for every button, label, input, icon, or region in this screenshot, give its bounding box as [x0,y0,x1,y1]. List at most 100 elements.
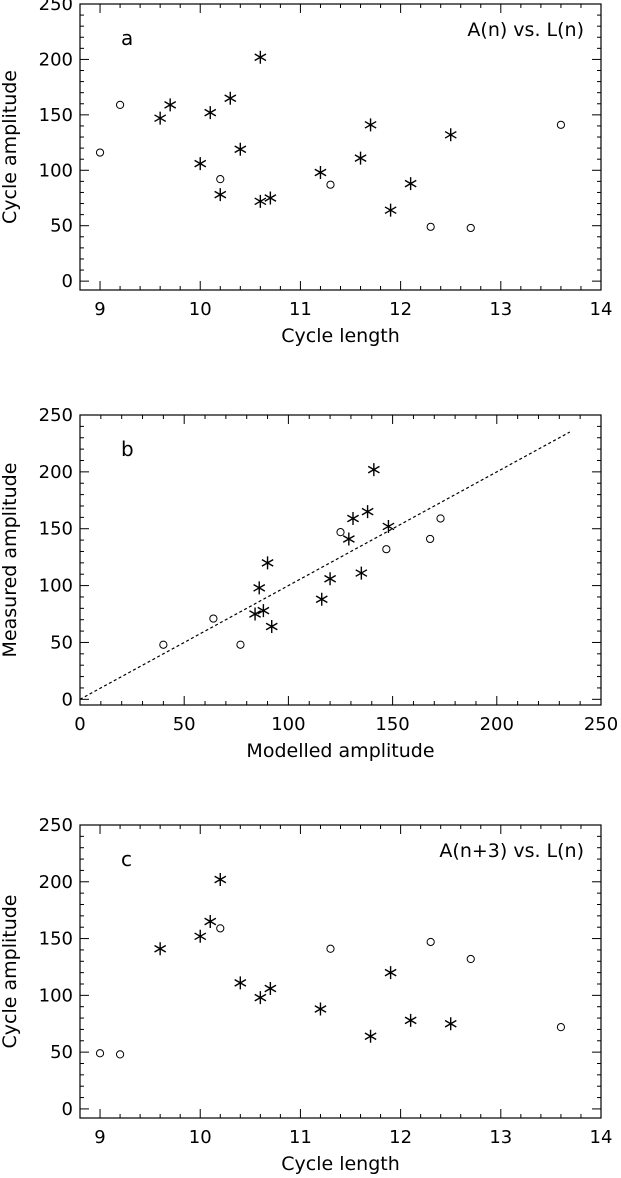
y-axis-title: Measured amplitude [0,463,21,658]
y-tick-label: 50 [50,1042,73,1063]
data-point-star [214,188,227,202]
data-point-circle [115,1050,125,1059]
data-point-star [254,194,267,208]
data-point-star [384,966,397,980]
data-point-star [234,142,247,156]
data-point-star [367,463,380,477]
data-point-star [154,111,167,125]
data-point-circle [556,1023,566,1032]
x-tick-label: 10 [189,299,212,320]
data-point-star [361,505,374,519]
data-point-circle [426,534,435,544]
data-point-star [204,915,217,929]
x-tick-label: 14 [590,1127,613,1148]
y-tick-label: 0 [62,271,73,292]
y-tick-label: 200 [39,462,73,483]
data-point-star [364,118,377,132]
data-point-star [254,50,267,64]
data-point-star [214,873,227,887]
x-tick-label: 10 [189,1127,212,1148]
data-point-circle [236,640,245,649]
data-point-star [354,151,367,165]
data-point-circle [159,640,168,649]
y-tick-label: 100 [39,576,73,597]
x-tick-label: 200 [480,714,514,735]
y-tick-label: 150 [39,105,73,126]
x-tick-label: 13 [489,299,512,320]
data-point-star [164,98,177,112]
data-point-star [264,191,277,205]
data-point-star [234,976,247,990]
data-point-star [404,1013,417,1027]
x-tick-label: 12 [389,1127,412,1148]
data-point-circle [326,180,335,189]
y-tick-label: 250 [39,815,73,836]
data-point-circle [95,148,105,157]
data-point-star [261,556,274,570]
data-point-star [342,532,355,546]
y-axis-title: Cycle amplitude [0,70,21,224]
x-tick-label: 250 [584,714,618,735]
y-tick-label: 0 [62,689,73,710]
panel-letter: a [121,26,133,50]
data-point-star [194,929,207,943]
x-tick-label: 9 [94,299,105,320]
data-point-circle [382,545,391,554]
x-tick-label: 11 [289,1127,312,1148]
data-point-star [355,566,368,580]
x-tick-label: 14 [590,299,613,320]
data-point-circle [95,1049,105,1058]
x-axis-title: Cycle length [281,1153,400,1175]
x-tick-label: 12 [389,299,412,320]
y-tick-label: 50 [50,632,73,653]
panel-a: 9 10 11 12 13 14 0 50 100 150 200 250 Cycle length Cy… [0,0,612,347]
panel-b: 0 50 100 150 200 250 0 50 100 150 200 250 Modelled a… [0,405,618,762]
y-tick-label: 0 [62,1099,73,1120]
data-point-star [264,982,277,996]
x-tick-label: 0 [74,714,85,735]
data-point-circle [466,223,475,233]
data-point-star [444,1017,457,1031]
y-tick-label: 200 [39,49,73,70]
data-point-circle [426,222,435,231]
x-tick-label: 150 [375,714,409,735]
data-point-circle [556,120,566,129]
data-point-star [224,91,237,105]
data-point-star [364,1029,377,1043]
data-point-circle [466,954,475,964]
panel-letter: c [121,847,132,871]
y-tick-label: 150 [39,929,73,950]
data-point-star [314,165,327,179]
panel-letter: b [121,437,134,461]
y-tick-label: 200 [39,872,73,893]
y-axis-title: Cycle amplitude [0,895,21,1049]
data-point-star [347,511,359,525]
plot-frame [79,3,602,291]
data-point-circle [326,944,335,953]
data-point-circle [216,924,225,933]
x-tick-label: 9 [94,1127,105,1148]
data-point-star [382,519,395,533]
data-point-star [253,581,266,595]
data-point-star [384,203,397,217]
x-tick-label: 100 [271,714,305,735]
x-tick-label: 50 [173,714,196,735]
panel-annotation: A(n) vs. L(n) [467,19,584,41]
plot-frame [79,414,602,706]
data-point-circle [336,528,345,537]
data-point-circle [209,614,218,623]
data-point-circle [216,175,225,184]
y-tick-label: 50 [50,216,73,237]
panel-c: 9 10 11 12 13 14 0 50 100 150 200 250 Cycle length Cy… [0,815,612,1175]
x-tick-label: 11 [289,299,312,320]
data-point-star [154,942,167,956]
data-point-star [194,157,207,171]
y-tick-label: 250 [39,0,73,15]
y-tick-label: 150 [39,519,73,540]
data-point-star [257,604,270,618]
data-point-circle [115,100,125,109]
data-point-star [249,607,262,621]
data-point-star [324,572,337,586]
plot-frame [79,824,602,1119]
